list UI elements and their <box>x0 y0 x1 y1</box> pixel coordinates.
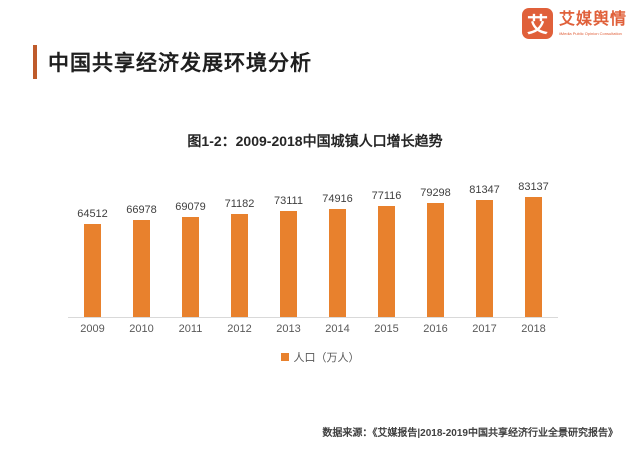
chart-plot-area: 64512 66978 69079 71182 73111 74916 77116 79298… <box>68 180 558 318</box>
title-accent-bar <box>33 45 37 79</box>
chart-bar <box>329 209 346 317</box>
bar-value-label: 66978 <box>126 204 157 216</box>
bar-slot: 74916 <box>313 193 362 317</box>
logo-glyph: 艾 <box>526 13 548 37</box>
logo-icon: 艾 <box>521 8 553 39</box>
x-axis-label: 2016 <box>423 323 448 335</box>
slide-header: 中国共享经济发展环境分析 <box>33 45 312 79</box>
chart-bar <box>231 214 248 317</box>
bar-slot: 69079 <box>166 201 215 317</box>
bar-value-label: 81347 <box>469 184 500 196</box>
x-axis-label: 2015 <box>374 323 399 335</box>
chart-legend: 人口（万人） <box>0 349 640 365</box>
bar-value-label: 74916 <box>322 193 353 205</box>
x-axis-label: 2011 <box>178 323 203 335</box>
legend-label: 人口（万人） <box>293 352 360 364</box>
chart-bar <box>133 220 150 317</box>
logo-subtitle: iiMedia Public Opinion Consultation <box>558 30 622 36</box>
x-axis-labels: 2009 2010 2011 2012 2013 2014 2015 2016 2017 2018 <box>68 323 558 335</box>
bar-slot: 83137 <box>509 181 558 317</box>
bar-value-label: 77116 <box>371 190 402 202</box>
chart-bar <box>378 206 395 317</box>
chart-bar <box>525 197 542 317</box>
x-axis-label: 2017 <box>472 323 497 335</box>
x-axis-label: 2018 <box>521 323 546 335</box>
x-axis-label: 2010 <box>129 323 154 335</box>
bar-value-label: 69079 <box>175 201 206 213</box>
x-axis-label: 2014 <box>325 323 350 335</box>
bar-slot: 64512 <box>68 208 117 317</box>
chart-bar <box>476 200 493 317</box>
legend-swatch <box>280 353 289 361</box>
bar-slot: 66978 <box>117 204 166 317</box>
x-axis-label: 2009 <box>80 323 105 335</box>
page-title: 中国共享经济发展环境分析 <box>48 52 312 75</box>
chart-bar <box>427 203 444 317</box>
chart-bar <box>182 217 199 317</box>
bar-slot: 73111 <box>264 195 313 317</box>
bar-value-label: 64512 <box>77 208 108 220</box>
bar-value-label: 73111 <box>274 195 303 207</box>
chart-bar <box>280 211 297 317</box>
logo-text: 艾媒舆情 iiMedia Public Opinion Consultation <box>559 11 627 36</box>
bar-slot: 77116 <box>362 190 411 317</box>
bar-slot: 79298 <box>411 187 460 317</box>
data-source-text: 数据来源：《艾媒报告|2018-2019中国共享经济行业全景研究报告》 <box>322 428 618 439</box>
bar-value-label: 71182 <box>224 198 255 210</box>
bar-value-label: 79298 <box>420 187 451 199</box>
logo-name: 艾媒舆情 <box>558 11 627 29</box>
bar-value-label: 83137 <box>518 181 549 193</box>
chart-bar <box>84 224 101 317</box>
bar-slot: 71182 <box>215 198 264 317</box>
x-axis-label: 2013 <box>276 323 301 335</box>
x-axis-label: 2012 <box>227 323 252 335</box>
brand-logo: 艾 艾媒舆情 iiMedia Public Opinion Consultati… <box>521 8 627 39</box>
chart-title: 图1-2：2009-2018中国城镇人口增长趋势 <box>187 133 443 149</box>
bar-slot: 81347 <box>460 184 509 317</box>
